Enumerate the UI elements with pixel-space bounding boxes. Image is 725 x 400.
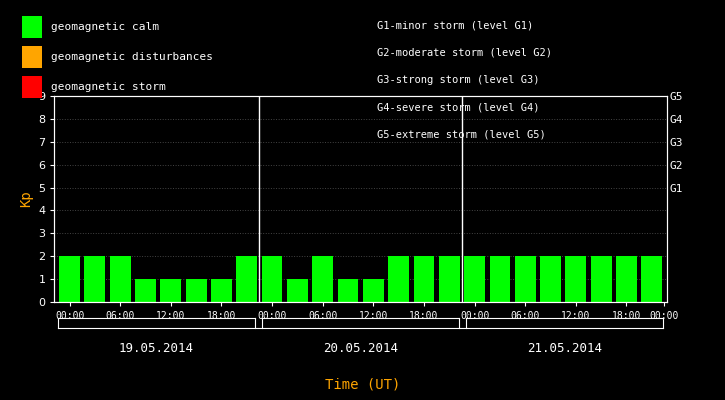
Bar (85, 256, 105, 302)
Bar (363, 279, 384, 302)
Text: geomagnetic disturbances: geomagnetic disturbances (51, 52, 212, 62)
Bar (591, 256, 612, 302)
Bar (211, 279, 232, 302)
Bar (540, 256, 561, 302)
Y-axis label: Kp: Kp (19, 191, 33, 207)
Bar (135, 279, 156, 302)
Text: 20.05.2014: 20.05.2014 (323, 342, 398, 354)
Text: G3-strong storm (level G3): G3-strong storm (level G3) (377, 75, 539, 85)
Bar (236, 256, 257, 302)
Text: G4-severe storm (level G4): G4-severe storm (level G4) (377, 102, 539, 112)
Bar (439, 256, 460, 302)
Bar (109, 256, 130, 302)
Text: geomagnetic storm: geomagnetic storm (51, 82, 165, 92)
Text: 19.05.2014: 19.05.2014 (119, 342, 194, 354)
Bar (389, 256, 409, 302)
Bar (262, 256, 283, 302)
Bar (489, 256, 510, 302)
Bar (616, 256, 637, 302)
Text: G5-extreme storm (level G5): G5-extreme storm (level G5) (377, 130, 546, 140)
Bar (642, 256, 662, 302)
Text: 21.05.2014: 21.05.2014 (527, 342, 602, 354)
Bar (515, 256, 536, 302)
Bar (566, 256, 587, 302)
Bar (287, 279, 308, 302)
Text: geomagnetic calm: geomagnetic calm (51, 22, 159, 32)
Bar (464, 256, 485, 302)
Text: G2-moderate storm (level G2): G2-moderate storm (level G2) (377, 48, 552, 58)
Bar (413, 256, 434, 302)
Bar (338, 279, 358, 302)
Text: G1-minor storm (level G1): G1-minor storm (level G1) (377, 20, 534, 31)
Text: Time (UT): Time (UT) (325, 377, 400, 391)
Bar (59, 256, 80, 302)
Bar (186, 279, 207, 302)
Bar (160, 279, 181, 302)
Bar (312, 256, 333, 302)
